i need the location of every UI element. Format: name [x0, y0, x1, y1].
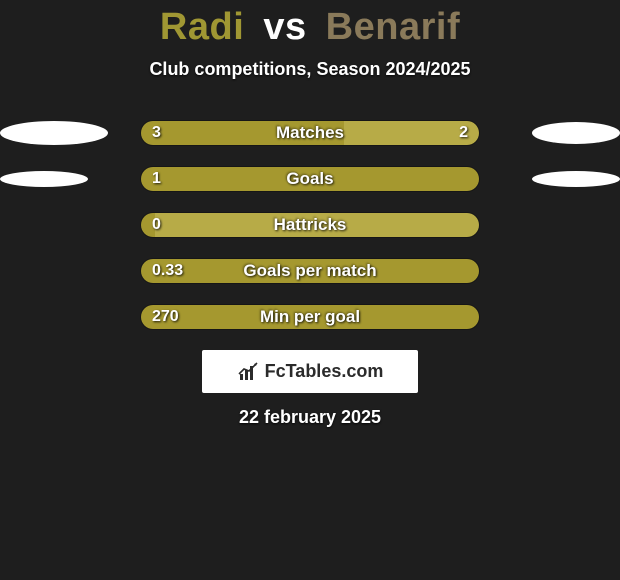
logo-text: FcTables.com	[265, 361, 384, 382]
stat-row: Matches32	[0, 120, 620, 146]
stat-bar-left	[141, 305, 479, 329]
vs-text: vs	[263, 6, 306, 48]
stat-bar	[140, 166, 480, 192]
stat-row: Hattricks0	[0, 212, 620, 238]
comparison-infographic: Radi vs Benarif Club competitions, Seaso…	[0, 0, 620, 580]
stat-row: Goals1	[0, 166, 620, 192]
player2-name: Benarif	[326, 6, 460, 48]
player1-name: Radi	[160, 6, 244, 48]
subtitle: Club competitions, Season 2024/2025	[0, 59, 620, 80]
stat-bar-left	[141, 259, 479, 283]
stat-bar-right	[155, 213, 479, 237]
left-ellipse	[0, 121, 108, 145]
stat-bar-left	[141, 213, 155, 237]
stat-bar	[140, 212, 480, 238]
stat-row: Min per goal270	[0, 304, 620, 330]
stat-row: Goals per match0.33	[0, 258, 620, 284]
stats-block: Matches32 Goals1 Hattricks0 Goals per match…	[0, 120, 620, 330]
stat-bar-left	[141, 121, 344, 145]
right-ellipse	[532, 171, 620, 187]
stat-bar	[140, 120, 480, 146]
stat-bar	[140, 258, 480, 284]
logo-box: FcTables.com	[202, 350, 418, 393]
date-text: 22 february 2025	[0, 407, 620, 428]
stat-bar	[140, 304, 480, 330]
stat-bar-left	[141, 167, 479, 191]
stat-bar-right	[344, 121, 479, 145]
page-title: Radi vs Benarif	[0, 0, 620, 49]
right-ellipse	[532, 122, 620, 144]
left-ellipse	[0, 171, 88, 187]
chart-icon	[237, 362, 261, 382]
